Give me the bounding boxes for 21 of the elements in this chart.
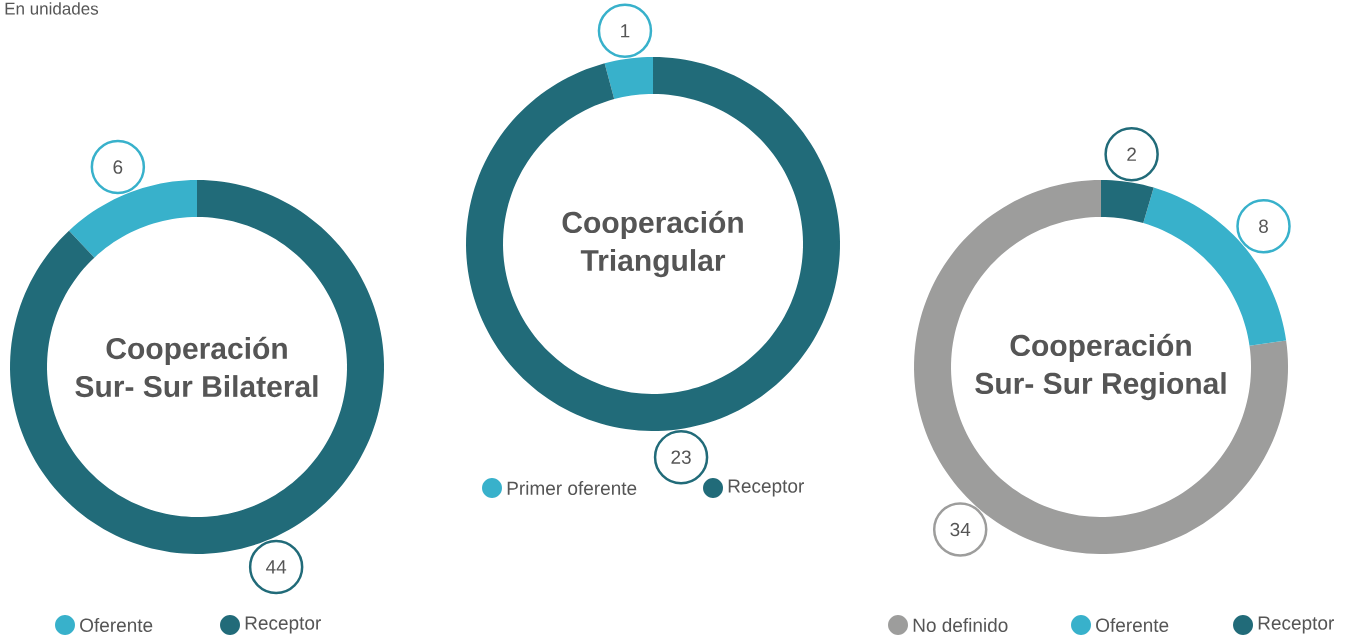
text: Sur- Sur Regional [975, 372, 1226, 401]
legend-label: Oferente [1096, 618, 1169, 632]
data-label: 8 [1259, 219, 1268, 233]
legend-label: No definido [913, 618, 1008, 632]
data-label: 2 [1127, 147, 1136, 161]
data-label: 34 [950, 522, 971, 537]
data-label: 44 [266, 560, 287, 574]
legend-label: Receptor [728, 479, 804, 497]
legend-label: Receptor [1258, 616, 1334, 634]
text: Cooperación [106, 336, 287, 366]
legend-label: Oferente [80, 618, 153, 632]
legend-label: Receptor [245, 616, 321, 634]
data-label: 1 [621, 24, 630, 38]
text: En unidades [5, 2, 99, 15]
text: Cooperación [562, 210, 743, 240]
legend-label: Primer oferente [507, 481, 637, 495]
text: Sur- Sur Bilateral [75, 375, 318, 398]
text: Cooperación [1010, 333, 1191, 363]
data-label: 6 [113, 160, 123, 174]
text: Triangular [580, 249, 726, 278]
data-label: 23 [671, 450, 691, 464]
